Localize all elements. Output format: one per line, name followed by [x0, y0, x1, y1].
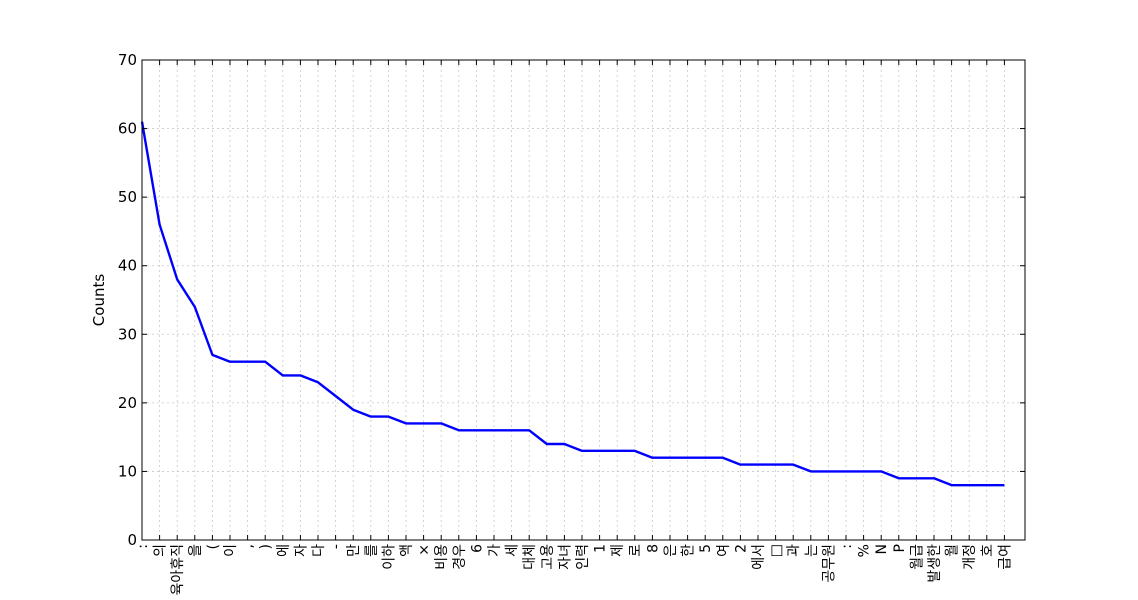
x-tick-label: 대체	[522, 544, 538, 570]
y-ticks: 0 10 20 30 40 50 60 70	[118, 51, 1025, 549]
grid	[142, 60, 1025, 540]
x-tick-label: 6	[469, 544, 485, 553]
x-tick-label: P	[892, 544, 908, 552]
x-tick-label: -	[329, 544, 345, 549]
x-tick-label: 월	[945, 544, 961, 557]
x-tick-label: )	[258, 544, 274, 549]
x-tick-label: 만	[346, 544, 362, 557]
x-tick-label: 육아휴직	[170, 544, 186, 596]
x-tick-label: 한	[681, 544, 697, 557]
x-tick-label: 액	[399, 544, 415, 557]
y-tick-label: 40	[118, 257, 137, 275]
y-tick-label: 60	[118, 120, 137, 138]
x-tick-label: 자	[293, 544, 309, 557]
y-axis-label: Counts	[90, 274, 108, 327]
x-tick-label: 로	[628, 544, 644, 557]
x-tick-label: 공무원	[821, 544, 837, 583]
x-tick-label: 급여	[997, 544, 1013, 570]
axes	[141, 59, 1026, 541]
y-tick-label: 10	[118, 462, 137, 480]
y-tick-label: 30	[118, 325, 137, 343]
x-tick-label: 제	[610, 544, 626, 557]
y-tick-label: 0	[127, 531, 137, 549]
x-tick-label: 이하	[381, 544, 397, 570]
series-line-layer	[140, 121, 1005, 487]
x-tick-label: (	[205, 544, 221, 549]
x-tick-label: ,	[241, 544, 257, 548]
x-tick-label: N	[874, 544, 890, 554]
x-tick-label: 고용	[540, 544, 556, 570]
x-tick-label: 자녀	[557, 544, 573, 570]
x-tick-label: 발생한	[927, 544, 943, 583]
plot-frame	[141, 59, 1026, 541]
x-tick-label: 를	[364, 544, 380, 557]
x-tick-label: 개정	[962, 544, 978, 570]
x-tick-label: 여	[716, 544, 732, 557]
x-tick-label: 월급	[909, 544, 925, 570]
x-tick-label: 는	[804, 544, 820, 557]
x-tick-label: 과	[786, 544, 802, 557]
x-tick-label: 비용	[434, 544, 450, 570]
x-tick-label: ×	[417, 544, 433, 556]
x-tick-label: 경우	[452, 544, 468, 570]
x-tick-label: %	[857, 544, 873, 557]
x-tick-label: 다	[311, 544, 327, 557]
x-tick-label: 5	[698, 544, 714, 553]
x-tick-label: 의	[153, 544, 169, 557]
x-tick-label: 에서	[751, 544, 767, 570]
x-tick-label: 은	[663, 544, 679, 557]
x-tick-label: :	[839, 544, 855, 549]
x-tick-label: 에	[276, 544, 292, 557]
series-line	[140, 121, 1005, 487]
x-tick-label: :	[135, 544, 151, 549]
x-tick-label: 호	[980, 544, 996, 557]
x-tick-label: 을	[188, 544, 204, 557]
x-tick-label: 이	[223, 544, 239, 557]
x-tick-label: 8	[645, 544, 661, 553]
y-tick-label: 20	[118, 394, 137, 412]
x-tick-label: 인력	[575, 544, 591, 570]
y-tick-label: 70	[118, 51, 137, 69]
x-tick-label: 1	[593, 544, 609, 553]
x-tick-label: 2	[733, 544, 749, 553]
x-tick-label: □	[769, 544, 785, 557]
x-ticks: : 의 육아휴직 을(이,) 에 자 다 - 만 를 이하 액 × 비용 경우 6 가 세 대체 고용 자녀 인력 1 제 로 8…	[135, 60, 1013, 596]
x-tick-label: 가	[487, 544, 503, 557]
x-tick-label: 세	[505, 544, 521, 557]
y-tick-label: 50	[118, 188, 137, 206]
